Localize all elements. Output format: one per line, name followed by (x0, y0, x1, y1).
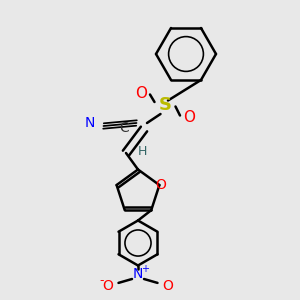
Text: O: O (183, 110, 195, 124)
Text: O: O (163, 279, 173, 293)
Text: C: C (120, 121, 129, 134)
Text: O: O (103, 279, 113, 293)
Text: N: N (133, 268, 143, 281)
Text: +: + (141, 264, 148, 274)
Text: -: - (99, 274, 104, 287)
Text: O: O (155, 178, 166, 192)
Text: H: H (138, 145, 147, 158)
Text: O: O (135, 85, 147, 100)
Text: S: S (158, 96, 172, 114)
Text: N: N (85, 116, 95, 130)
